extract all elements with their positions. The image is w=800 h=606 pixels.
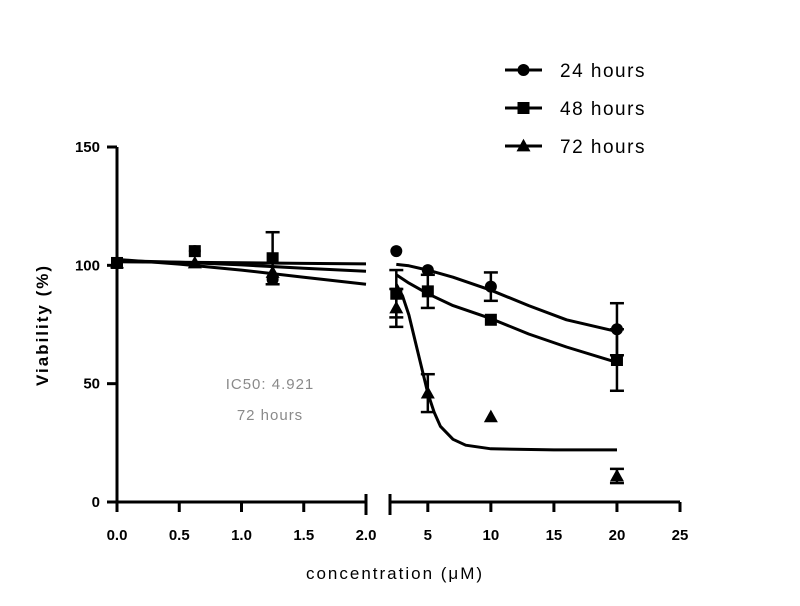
point-48-hours bbox=[421, 285, 434, 298]
x-tick-label: 25 bbox=[672, 527, 689, 544]
point-24-hours bbox=[484, 280, 497, 293]
legend-label: 72 hours bbox=[560, 137, 646, 158]
fit-curves bbox=[116, 257, 618, 452]
point-72-hours bbox=[483, 409, 498, 423]
fit-curve-24-hours bbox=[396, 262, 618, 334]
x-tick-label: 1.0 bbox=[231, 527, 252, 544]
x-tick-label: 0.5 bbox=[169, 527, 190, 544]
y-tick-label: 50 bbox=[83, 376, 100, 393]
legend-triangle-icon bbox=[516, 138, 531, 152]
legend-circle-icon bbox=[517, 64, 530, 76]
ic50-annotation-subtitle: 72 hours bbox=[237, 407, 303, 424]
data-points bbox=[110, 230, 624, 485]
x-tick-label: 10 bbox=[483, 527, 500, 544]
legend: 24 hours 48 hours 72 hours bbox=[505, 61, 646, 158]
x-tick-label: 1.5 bbox=[293, 527, 314, 544]
fit-curve-48-hours bbox=[395, 273, 618, 364]
point-72-hours bbox=[265, 265, 280, 278]
x-tick-label: 2.0 bbox=[356, 527, 377, 544]
y-tick-label: 150 bbox=[75, 139, 100, 156]
x-tick-label: 15 bbox=[546, 527, 563, 544]
point-72-hours bbox=[187, 255, 202, 269]
tick-layer: 0 50 100 150 0.0 0.5 1.0 1.5 2.0 5 10 15 20 25 bbox=[75, 139, 688, 544]
legend-label: 48 hours bbox=[560, 99, 646, 120]
x-axis-title: concentration (μM) bbox=[306, 564, 484, 583]
y-tick-label: 100 bbox=[75, 257, 100, 274]
y-axis-title: Viability (%) bbox=[33, 264, 52, 386]
y-tick-label: 0 bbox=[92, 494, 100, 511]
point-72-hours bbox=[110, 255, 124, 269]
point-48-hours bbox=[484, 313, 497, 326]
ic50-annotation: IC50: 4.921 bbox=[226, 376, 315, 393]
point-48-hours bbox=[610, 354, 623, 366]
fit-curve-72-hours bbox=[116, 257, 367, 286]
point-72-hours bbox=[609, 468, 624, 482]
point-48-hours bbox=[266, 252, 279, 265]
x-tick-label: 5 bbox=[424, 527, 432, 544]
point-24-hours bbox=[390, 245, 403, 258]
x-tick-label: 0.0 bbox=[107, 527, 128, 544]
point-48-hours bbox=[188, 245, 201, 258]
point-24-hours bbox=[421, 264, 434, 277]
point-72-hours bbox=[420, 385, 435, 399]
point-72-hours bbox=[389, 300, 404, 314]
axis-break-markers bbox=[364, 494, 392, 515]
legend-square-icon bbox=[517, 102, 530, 114]
x-tick-label: 20 bbox=[609, 527, 626, 544]
legend-label: 24 hours bbox=[560, 61, 646, 82]
